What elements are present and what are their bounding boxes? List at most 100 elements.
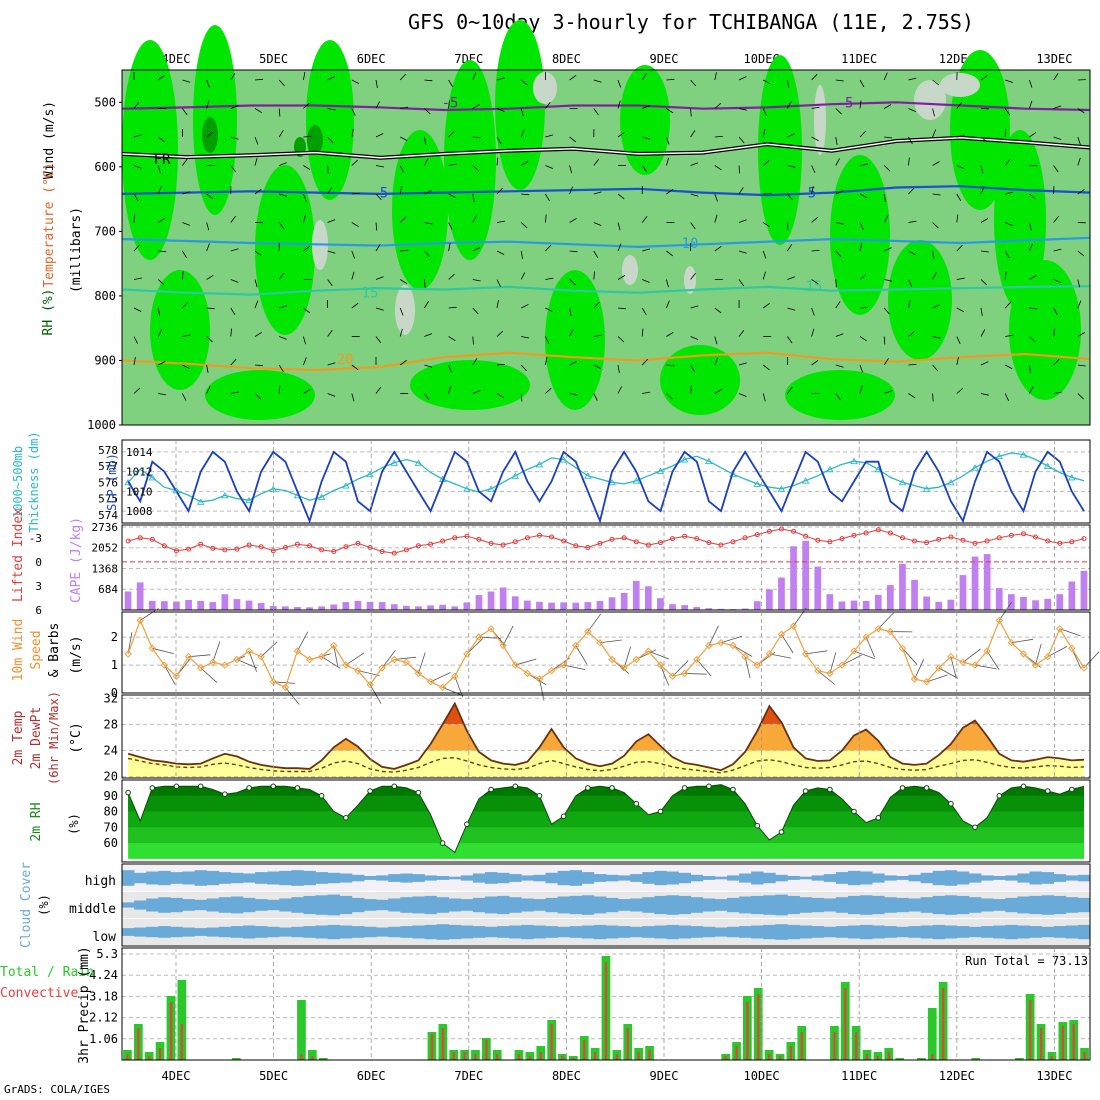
cape-bar bbox=[645, 586, 652, 610]
wind-barb bbox=[496, 187, 503, 195]
date-label-bottom: 10DEC bbox=[744, 1069, 780, 1083]
cape-bar bbox=[584, 602, 592, 610]
wind-barb bbox=[278, 222, 285, 230]
wind-barb bbox=[980, 136, 988, 143]
lifted-index-point bbox=[246, 542, 252, 548]
wind-barb bbox=[182, 108, 188, 116]
lifted-index-point bbox=[621, 535, 627, 541]
precip-convective-bar bbox=[1050, 1056, 1053, 1060]
cape-bar bbox=[1056, 594, 1064, 610]
cloud-cover-bar-high bbox=[739, 873, 752, 883]
wind-barb bbox=[762, 159, 770, 166]
wind-barb bbox=[279, 162, 287, 166]
wind-barb bbox=[956, 387, 964, 394]
cape-bar bbox=[923, 596, 930, 610]
cloud-high-label: high bbox=[85, 874, 116, 889]
cloud-cover-bar-middle bbox=[279, 898, 292, 912]
wind-barb bbox=[859, 243, 863, 252]
wind-barb bbox=[908, 330, 915, 337]
wind-barb bbox=[254, 300, 259, 309]
wind-barb bbox=[642, 136, 651, 140]
wind-barb bbox=[666, 79, 675, 81]
temp-label-2: 2m DewPt bbox=[29, 707, 44, 770]
wind-barb bbox=[496, 363, 506, 366]
wind-barb bbox=[424, 222, 433, 225]
cloud-cover-bar-middle bbox=[218, 897, 232, 913]
wind-barb bbox=[278, 272, 285, 280]
thickness-tick-label: 576 bbox=[98, 476, 118, 489]
wind-speed-point bbox=[293, 647, 302, 655]
lifted-index-point bbox=[658, 540, 663, 546]
cloud-cover-bar-high bbox=[509, 874, 522, 882]
wind-speed-point bbox=[221, 661, 229, 669]
wind-barb bbox=[157, 307, 161, 316]
wind-10m-barb bbox=[1059, 628, 1081, 637]
wind-10m-barb bbox=[841, 654, 862, 666]
cape-bar bbox=[148, 600, 156, 610]
wind-barb bbox=[400, 249, 409, 252]
rh-tick-label: 70 bbox=[104, 820, 118, 834]
rh-low-area bbox=[533, 72, 557, 104]
contour-label: 15 bbox=[806, 279, 823, 295]
wind-barb bbox=[472, 357, 478, 366]
thickness-label-1: 1000~500mb bbox=[11, 446, 25, 518]
wind-barb bbox=[1029, 364, 1032, 373]
cloud-cover-bar-high bbox=[944, 870, 958, 886]
cape-bar bbox=[209, 602, 217, 610]
cloud-cover-bar-high bbox=[932, 870, 946, 886]
wind-barb bbox=[980, 165, 984, 174]
wind-barb bbox=[327, 165, 329, 174]
wind-barb bbox=[351, 79, 360, 84]
cape-bar bbox=[318, 606, 325, 610]
rh-high-area bbox=[830, 155, 890, 315]
wind-tick-label: 2 bbox=[111, 630, 118, 644]
lifted-index-point bbox=[1033, 534, 1038, 540]
dewpoint-line bbox=[127, 756, 1085, 774]
cloud-cover-bar-low bbox=[339, 925, 353, 939]
wind-10m-barb bbox=[926, 674, 948, 683]
cloud-cover-bar-low bbox=[823, 926, 837, 938]
cloud-label: Cloud Cover bbox=[19, 862, 34, 948]
cloud-cover-bar-low bbox=[460, 925, 474, 939]
cape-bar bbox=[524, 600, 531, 610]
wind-barb bbox=[1053, 328, 1055, 337]
wind-barb bbox=[835, 250, 842, 258]
lifted-index-point bbox=[367, 545, 373, 550]
isotherm-plus20 bbox=[121, 351, 1091, 372]
cloud-cover-bar-middle bbox=[351, 897, 365, 913]
cloud-cover-bar-middle bbox=[1017, 896, 1030, 914]
cloud-cover-bar-low bbox=[327, 924, 341, 940]
wind-speed-point bbox=[184, 652, 193, 661]
precip-convective-bar bbox=[778, 1056, 782, 1060]
cape-bar bbox=[669, 604, 676, 610]
wind-speed-point bbox=[281, 683, 290, 692]
wind-barb bbox=[521, 304, 529, 309]
thickness-point bbox=[245, 496, 253, 504]
wind-barb bbox=[690, 305, 699, 309]
wind-10m-barb bbox=[974, 664, 997, 670]
wind-barb bbox=[375, 222, 378, 231]
lifted-index-point bbox=[234, 546, 240, 552]
wind-barb bbox=[738, 219, 747, 223]
precip-label-total: Total / Rain bbox=[0, 965, 94, 980]
rh-point bbox=[802, 788, 809, 794]
cloud-cover-bar-high bbox=[981, 875, 994, 881]
wind-barb bbox=[835, 190, 844, 195]
wind-barb bbox=[182, 222, 191, 226]
rh-high-area bbox=[205, 370, 315, 420]
wind-speed-point bbox=[209, 658, 217, 667]
cloud-cover-bar-middle bbox=[811, 897, 825, 913]
wind-barb bbox=[738, 165, 740, 174]
lifted-index-point bbox=[924, 540, 930, 546]
wind-10m-barb bbox=[1011, 638, 1034, 644]
wind-barb bbox=[932, 79, 940, 86]
wind-barb bbox=[617, 336, 625, 343]
cape-bar bbox=[294, 607, 301, 610]
cape-bar bbox=[173, 601, 180, 610]
cloud-cover-bar-high bbox=[339, 873, 353, 883]
precip-tick-label: 4.24 bbox=[89, 968, 118, 982]
wind-label-1: 10m Wind bbox=[11, 619, 26, 682]
cloud-cover-bar-low bbox=[727, 926, 740, 938]
cloud-cover-bar-middle bbox=[267, 899, 280, 911]
date-label-top: 13DEC bbox=[1036, 52, 1072, 66]
